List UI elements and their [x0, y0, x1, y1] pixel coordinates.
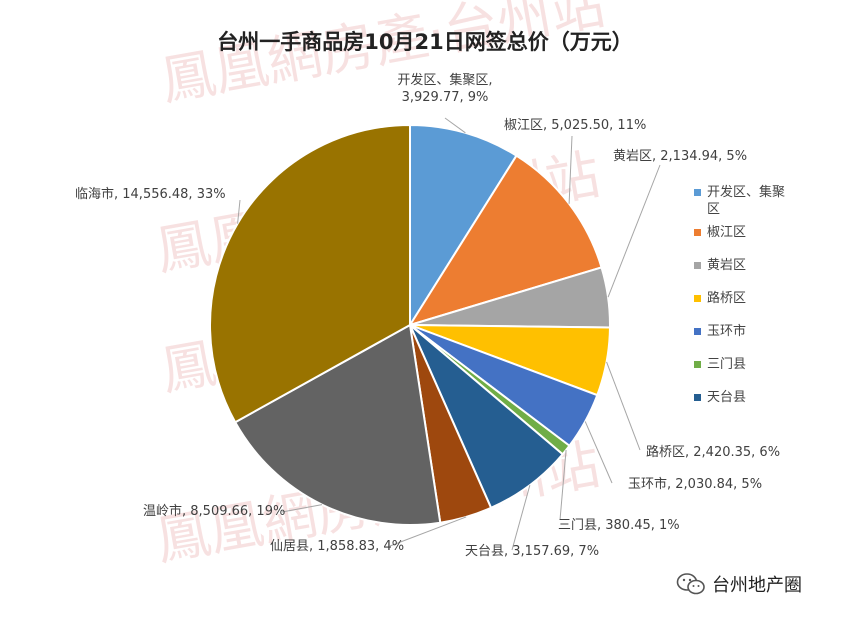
- leader-line: [511, 484, 531, 551]
- legend-swatch: [694, 229, 701, 236]
- pie-slice: [409, 123, 518, 329]
- data-label: 路桥区, 2,420.35, 6%: [646, 444, 780, 460]
- legend-label: 椒江区: [707, 225, 747, 240]
- legend-swatch: [694, 262, 701, 269]
- data-label: 黄岩区, 2,134.94, 5%: [613, 149, 747, 164]
- leader-line: [606, 361, 641, 451]
- leader-line: [607, 164, 661, 298]
- legend-item: 开发区、集聚区: [694, 184, 814, 224]
- legend-label: 天台县: [707, 390, 747, 405]
- legend-item: 天台县: [694, 389, 814, 422]
- legend-label: 黄岩区: [707, 258, 747, 273]
- watermark-text: 鳳凰網房產·台州站: [156, 0, 609, 113]
- leader-line: [584, 421, 613, 484]
- legend-label: 玉环市: [707, 324, 747, 339]
- legend-swatch: [694, 295, 701, 302]
- leader-line: [444, 117, 466, 134]
- leader-line: [559, 450, 567, 521]
- legend-label: 三门县: [707, 357, 747, 372]
- account-name: 台州地产圈: [712, 575, 802, 596]
- data-label: 玉环市, 2,030.84, 5%: [628, 476, 762, 492]
- leader-line: [281, 504, 323, 513]
- data-label: 三门县, 380.45, 1%: [558, 518, 680, 533]
- chart-title: 台州一手商品房10月21日网签总价（万元）: [217, 30, 633, 54]
- leader-line: [389, 516, 467, 547]
- legend-swatch: [694, 328, 701, 335]
- legend-swatch: [694, 361, 701, 368]
- data-label: 温岭市, 8,509.66, 19%: [143, 503, 285, 519]
- wechat-icon: [676, 573, 705, 595]
- account-tag: 台州地产圈: [676, 571, 802, 597]
- legend-item: 椒江区: [694, 224, 814, 257]
- legend-item: 玉环市: [694, 323, 814, 356]
- legend-swatch: [694, 394, 701, 401]
- data-label: 仙居县, 1,858.83, 4%: [270, 539, 404, 554]
- legend-swatch: [694, 189, 701, 196]
- legend-label: 开发区、集聚区: [707, 185, 786, 217]
- legend-item: 黄岩区: [694, 257, 814, 290]
- pie-slice: [407, 154, 603, 327]
- data-label: 天台县, 3,157.69, 7%: [465, 544, 599, 559]
- leader-line: [568, 135, 573, 204]
- data-label: 椒江区, 5,025.50, 11%: [504, 118, 646, 133]
- leader-line: [237, 199, 241, 224]
- pie-slice: [233, 323, 442, 526]
- data-label: 临海市, 14,556.48, 33%: [75, 186, 226, 202]
- data-label: 开发区、集聚区, 3,929.77, 9%: [397, 72, 492, 105]
- legend-label: 路桥区: [707, 291, 747, 306]
- legend: 开发区、集聚区椒江区黄岩区路桥区玉环市三门县天台县: [694, 184, 814, 422]
- legend-item: 三门县: [694, 356, 814, 389]
- legend-item: 路桥区: [694, 290, 814, 323]
